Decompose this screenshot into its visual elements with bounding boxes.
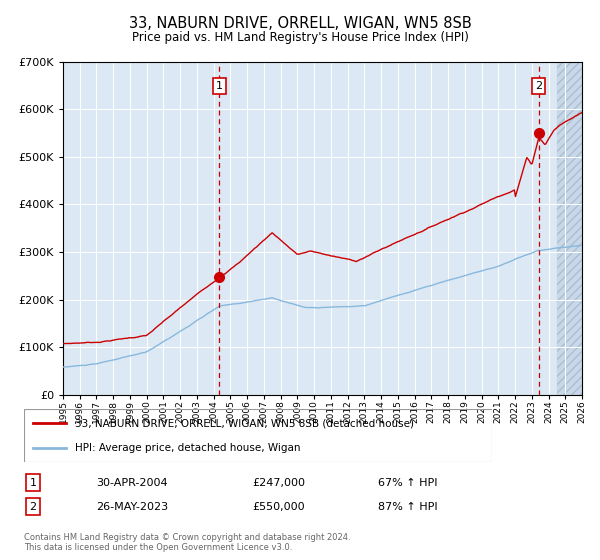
Text: £550,000: £550,000 (252, 502, 305, 512)
Text: HPI: Average price, detached house, Wigan: HPI: Average price, detached house, Wiga… (76, 442, 301, 452)
Text: 2: 2 (29, 502, 37, 512)
Text: 2: 2 (535, 81, 542, 91)
Text: 30-APR-2004: 30-APR-2004 (96, 478, 167, 488)
Text: £247,000: £247,000 (252, 478, 305, 488)
Text: 1: 1 (216, 81, 223, 91)
Text: 26-MAY-2023: 26-MAY-2023 (96, 502, 168, 512)
Bar (557, 62, 582, 395)
Text: 67% ↑ HPI: 67% ↑ HPI (378, 478, 437, 488)
Text: Contains HM Land Registry data © Crown copyright and database right 2024.: Contains HM Land Registry data © Crown c… (24, 533, 350, 542)
Text: 33, NABURN DRIVE, ORRELL, WIGAN, WN5 8SB (detached house): 33, NABURN DRIVE, ORRELL, WIGAN, WN5 8SB… (76, 418, 415, 428)
Bar (557, 62, 582, 395)
Text: This data is licensed under the Open Government Licence v3.0.: This data is licensed under the Open Gov… (24, 543, 292, 552)
Text: 87% ↑ HPI: 87% ↑ HPI (378, 502, 437, 512)
Text: 1: 1 (29, 478, 37, 488)
Text: 33, NABURN DRIVE, ORRELL, WIGAN, WN5 8SB: 33, NABURN DRIVE, ORRELL, WIGAN, WN5 8SB (128, 16, 472, 31)
Text: Price paid vs. HM Land Registry's House Price Index (HPI): Price paid vs. HM Land Registry's House … (131, 31, 469, 44)
